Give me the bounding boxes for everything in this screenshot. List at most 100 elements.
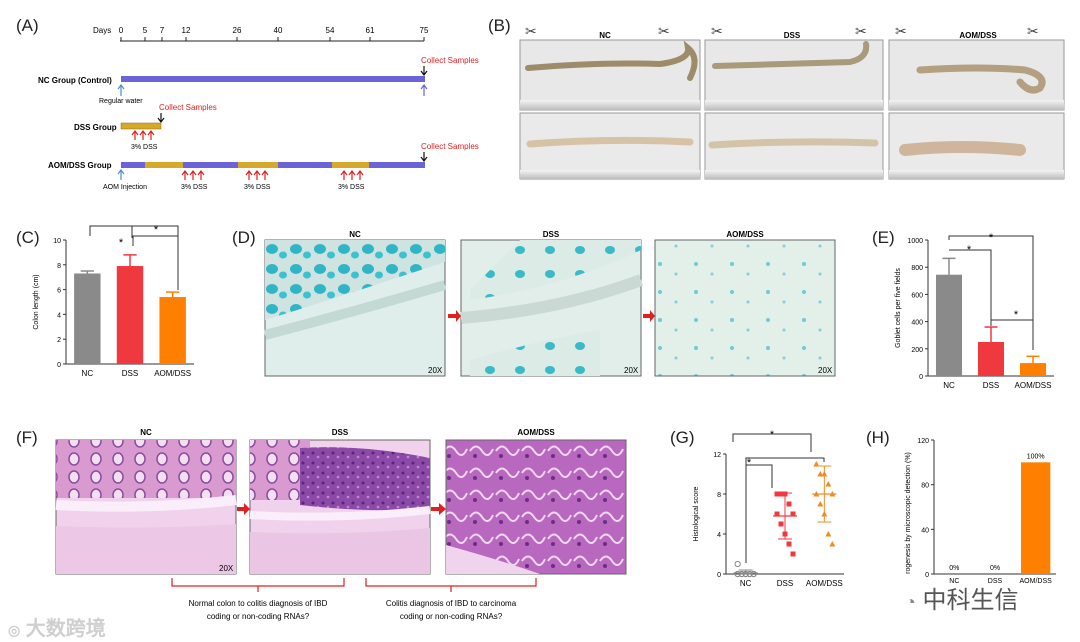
alcian-title-dss: DSS xyxy=(543,230,560,239)
significance-star: * xyxy=(770,429,775,441)
significance-star: * xyxy=(747,457,752,469)
x-tick-label: NC xyxy=(949,578,959,585)
svg-text:✂: ✂ xyxy=(855,23,867,39)
dss-timeline-bar xyxy=(120,122,162,130)
wechat-icon: ◔ xyxy=(905,592,916,612)
bracket-1 xyxy=(171,578,345,592)
significance-star: * xyxy=(967,244,972,256)
he-title-nc: NC xyxy=(140,428,152,437)
y-tick-label: 0 xyxy=(925,572,929,579)
y-axis-label: Goblet cells per five fields xyxy=(895,268,902,348)
aom-injection-arrow xyxy=(117,169,125,180)
scissors-icon: ✂ ✂ ✂ ✂ ✂ ✂ xyxy=(525,23,1039,39)
days-label: Days xyxy=(93,26,111,35)
data-point xyxy=(734,560,741,568)
bar xyxy=(159,297,186,364)
alcian-nc-image xyxy=(263,239,447,377)
significance-bracket xyxy=(746,464,773,488)
panel-c-chart: 0 2 4 6 8 10 NC DSS AOM/DSS Colon length (cm) * * xyxy=(33,224,194,378)
x-tick-label: NC xyxy=(740,579,752,588)
day-tick-label: 54 xyxy=(326,26,335,35)
x-tick-label: AOM/DSS xyxy=(1020,578,1053,585)
day-tick-label: 75 xyxy=(420,26,429,35)
y-tick-label: 0 xyxy=(919,374,923,381)
y-tick-label: 12 xyxy=(713,452,721,459)
svg-text:✂: ✂ xyxy=(658,23,670,39)
he-aom-image xyxy=(445,439,627,575)
data-point xyxy=(778,521,784,527)
y-axis-label: rogenesis by microscopic detection (%) xyxy=(905,452,912,574)
x-tick-label: NC xyxy=(82,369,94,378)
dss-collect-label: Collect Samples xyxy=(159,103,217,112)
y-tick-label: 0 xyxy=(717,572,721,579)
value-label: 0% xyxy=(949,565,959,572)
day-tick-label: 26 xyxy=(233,26,242,35)
aom-dose-label-2: 3% DSS xyxy=(244,184,271,191)
y-tick-label: 80 xyxy=(921,483,929,490)
alcian-mag-nc: 20X xyxy=(428,366,443,375)
significance-star: * xyxy=(1014,309,1019,321)
bar xyxy=(74,273,101,364)
red-arrow-icon xyxy=(237,503,446,515)
y-tick-label: 8 xyxy=(57,263,61,270)
panel-b-photos: ✂ ✂ ✂ ✂ ✂ ✂ NC DSS AOM/DSS xyxy=(519,23,1065,180)
panel-c-label: (C) xyxy=(16,228,40,247)
aom-dose-label-3: 3% DSS xyxy=(338,184,365,191)
he-nc-image xyxy=(55,439,237,575)
regular-water-label: Regular water xyxy=(99,98,143,105)
watermark-right-text: 中科生信 xyxy=(922,587,1019,614)
day-tick-label: 0 xyxy=(119,26,124,35)
panel-e-chart: 0 200 400 600 800 1000 NC DSS AOM/DSS Goblet cell… xyxy=(895,232,1054,390)
alcian-mag-aom: 20X xyxy=(818,366,833,375)
panel-d-alcian-images: NC DSS AOM/DSS 20X 20X 20X xyxy=(263,230,836,377)
significance-bracket xyxy=(732,433,812,452)
photo-title-aom: AOM/DSS xyxy=(959,31,997,40)
photo-aom-top xyxy=(888,39,1065,111)
panel-a-timeline: Days 0 5 7 12 26 40 54 61 75 NC Group (Control) … xyxy=(38,26,479,191)
data-point xyxy=(790,551,796,557)
aom-collect-arrow xyxy=(420,152,428,162)
y-axis-label: Colon length (cm) xyxy=(33,274,40,329)
data-point xyxy=(786,541,792,547)
panel-b-label: (B) xyxy=(488,16,511,35)
data-point xyxy=(790,511,796,517)
significance-bracket xyxy=(991,319,1034,350)
svg-text:✂: ✂ xyxy=(1027,23,1039,39)
data-point xyxy=(825,531,832,537)
photo-dss-top xyxy=(704,39,884,111)
aom-collect-label: Collect Samples xyxy=(421,142,479,151)
dss-dose-label: 3% DSS xyxy=(131,144,158,151)
y-tick-label: 1000 xyxy=(907,238,923,245)
panel-h-label: (H) xyxy=(866,428,890,447)
y-tick-label: 4 xyxy=(717,532,721,539)
aom-dss-cycle-1 xyxy=(145,162,183,168)
photo-dss-bottom xyxy=(704,112,884,180)
aom-group-label: AOM/DSS Group xyxy=(48,161,112,170)
regular-water-arrow xyxy=(117,84,125,96)
y-tick-label: 800 xyxy=(911,265,923,272)
watermark-left: ◎ 大数跨境 xyxy=(8,612,106,641)
note-1-line-2: coding or non-coding RNAs? xyxy=(207,612,310,621)
data-point xyxy=(829,541,836,547)
panel-d-label: (D) xyxy=(232,228,256,247)
significance-bracket xyxy=(745,457,825,563)
bar xyxy=(116,266,144,364)
y-tick-label: 8 xyxy=(717,492,721,499)
bracket-2 xyxy=(365,578,537,592)
alcian-mag-dss: 20X xyxy=(624,366,639,375)
x-tick-label: NC xyxy=(943,381,955,390)
he-title-aom: AOM/DSS xyxy=(517,428,555,437)
watermark-left-text: 大数跨境 xyxy=(25,618,106,640)
y-tick-label: 4 xyxy=(57,312,61,319)
note-1-line-1: Normal colon to colitis diagnosis of IBD xyxy=(189,599,328,608)
panel-a-label: (A) xyxy=(16,16,39,35)
significance-bracket xyxy=(89,225,179,236)
data-point xyxy=(817,501,824,507)
dss-collect-arrow xyxy=(157,113,165,123)
photo-title-dss: DSS xyxy=(784,31,801,40)
red-arrow-icon xyxy=(448,310,655,322)
aom-injection-label: AOM Injection xyxy=(103,184,147,191)
